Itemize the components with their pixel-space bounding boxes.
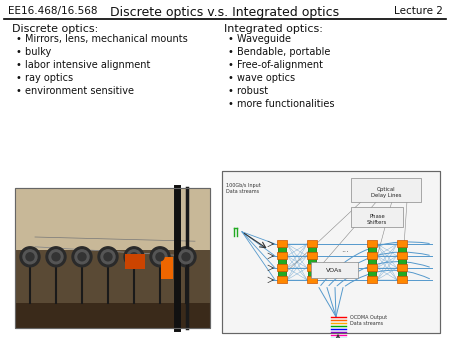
Circle shape [124,247,144,267]
Text: • bulky: • bulky [16,47,51,57]
Circle shape [72,247,92,267]
Circle shape [23,250,37,264]
FancyBboxPatch shape [307,252,317,259]
Text: • Free-of-alignment: • Free-of-alignment [228,60,323,70]
FancyBboxPatch shape [351,178,421,202]
Circle shape [153,250,167,264]
FancyBboxPatch shape [398,265,406,282]
Text: OCDMA Output
Data streams: OCDMA Output Data streams [350,315,387,326]
FancyBboxPatch shape [308,241,316,258]
FancyBboxPatch shape [15,303,210,328]
Circle shape [46,247,66,267]
FancyBboxPatch shape [277,252,287,259]
FancyBboxPatch shape [367,240,377,247]
FancyBboxPatch shape [368,241,376,258]
FancyBboxPatch shape [222,171,440,333]
FancyBboxPatch shape [161,257,173,279]
Circle shape [75,250,89,264]
Circle shape [104,253,112,261]
Text: • wave optics: • wave optics [228,73,295,83]
FancyBboxPatch shape [277,276,287,283]
FancyBboxPatch shape [278,265,286,282]
FancyBboxPatch shape [308,265,316,282]
FancyBboxPatch shape [307,264,317,271]
FancyBboxPatch shape [368,265,376,282]
Text: • robust: • robust [228,86,268,96]
FancyBboxPatch shape [397,240,407,247]
FancyBboxPatch shape [15,188,210,251]
FancyBboxPatch shape [368,253,376,270]
FancyBboxPatch shape [397,264,407,271]
Circle shape [26,253,34,261]
FancyBboxPatch shape [278,253,286,270]
Text: Lecture 2: Lecture 2 [394,6,443,16]
Circle shape [49,250,63,264]
Text: 100Gb/s Input
Data streams: 100Gb/s Input Data streams [226,183,261,194]
Circle shape [156,253,164,261]
FancyBboxPatch shape [397,252,407,259]
Circle shape [130,253,138,261]
Text: Optical
Delay Lines: Optical Delay Lines [371,187,401,198]
FancyBboxPatch shape [367,264,377,271]
Text: • Bendable, portable: • Bendable, portable [228,47,330,57]
FancyBboxPatch shape [277,240,287,247]
Text: • ray optics: • ray optics [16,73,73,83]
FancyBboxPatch shape [278,241,286,258]
Text: Discrete optics v.s. Integrated optics: Discrete optics v.s. Integrated optics [110,6,340,19]
Text: • labor intensive alignment: • labor intensive alignment [16,60,150,70]
Text: VOAs: VOAs [326,268,342,273]
Text: Discrete optics:: Discrete optics: [12,24,98,34]
FancyBboxPatch shape [351,207,403,227]
Text: Phase
Shifters: Phase Shifters [367,214,387,225]
FancyBboxPatch shape [311,262,358,279]
FancyBboxPatch shape [307,276,317,283]
Circle shape [176,247,196,267]
FancyBboxPatch shape [398,253,406,270]
FancyBboxPatch shape [308,253,316,270]
FancyBboxPatch shape [307,240,317,247]
Circle shape [78,253,86,261]
Circle shape [150,247,170,267]
FancyBboxPatch shape [125,254,145,269]
FancyBboxPatch shape [15,188,210,328]
Text: Integrated optics:: Integrated optics: [224,24,323,34]
FancyBboxPatch shape [367,276,377,283]
Text: ...: ... [341,245,349,255]
Text: • Waveguide: • Waveguide [228,34,291,44]
Circle shape [101,250,115,264]
Circle shape [179,250,193,264]
Text: • more functionalities: • more functionalities [228,99,334,109]
Text: EE16.468/16.568: EE16.468/16.568 [8,6,98,16]
FancyBboxPatch shape [398,241,406,258]
Text: • Mirrors, lens, mechanical mounts: • Mirrors, lens, mechanical mounts [16,34,188,44]
Circle shape [20,247,40,267]
Circle shape [98,247,118,267]
FancyBboxPatch shape [277,264,287,271]
Circle shape [127,250,141,264]
FancyBboxPatch shape [367,252,377,259]
FancyBboxPatch shape [15,249,210,303]
Circle shape [182,253,190,261]
FancyBboxPatch shape [397,276,407,283]
Circle shape [52,253,60,261]
Text: • environment sensitive: • environment sensitive [16,86,134,96]
